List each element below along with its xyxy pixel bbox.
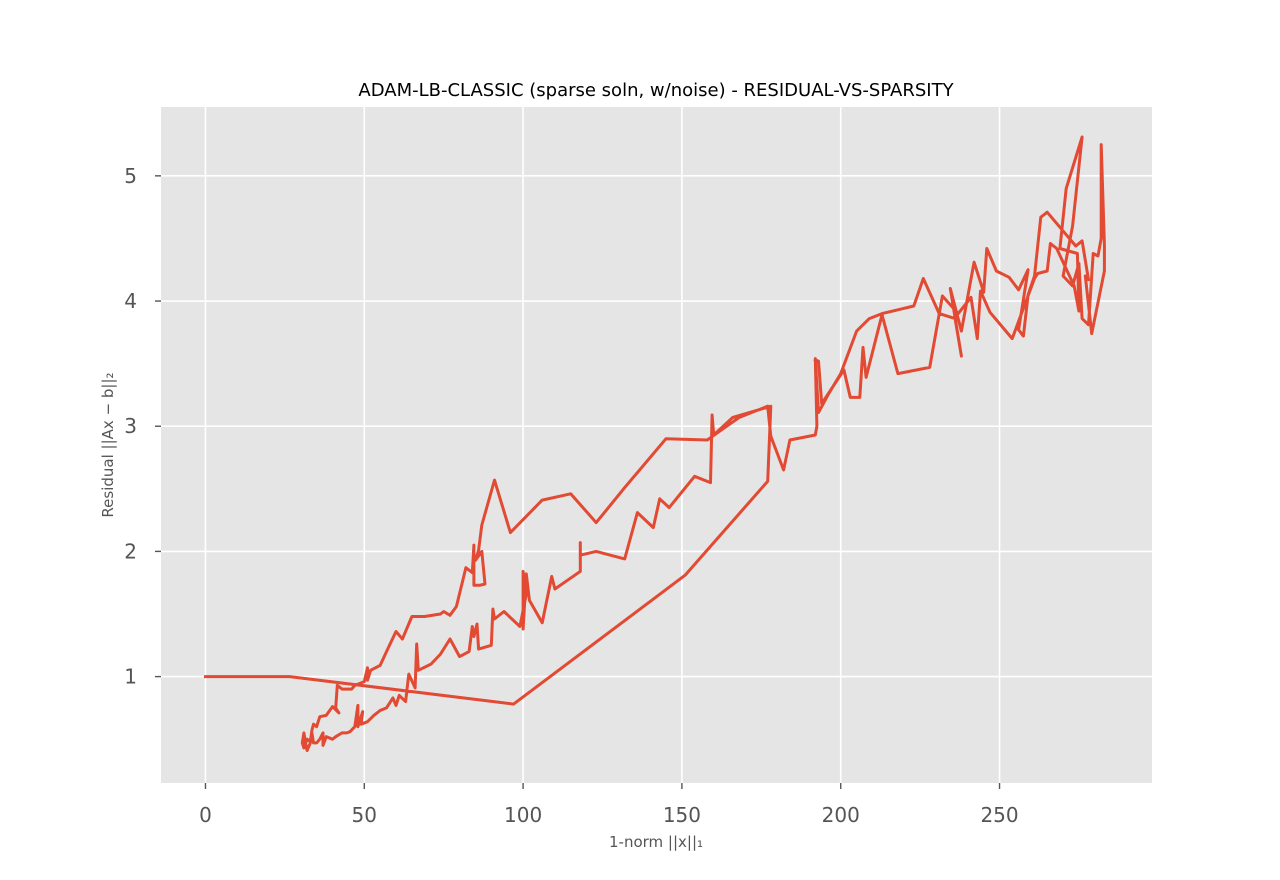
x-tick-label: 100 — [504, 803, 542, 827]
x-tick-label: 50 — [352, 803, 377, 827]
y-axis-label: Residual ||Ax − b||₂ — [99, 372, 117, 517]
grid-lines — [161, 107, 1152, 783]
series-group — [204, 135, 1106, 752]
y-tick-label: 5 — [124, 164, 137, 188]
x-tick-label: 150 — [663, 803, 701, 827]
chart-title: ADAM-LB-CLASSIC (sparse soln, w/noise) -… — [358, 80, 954, 101]
y-tick-label: 4 — [124, 289, 137, 313]
tick-labels: 0 50 100 150 200 250 1 2 3 4 5 — [124, 164, 1018, 827]
y-tick-label: 2 — [124, 539, 137, 563]
series-line — [204, 135, 1106, 752]
x-tick-label: 200 — [822, 803, 860, 827]
plot-area — [161, 107, 1152, 783]
x-tick-label: 250 — [980, 803, 1018, 827]
y-tick-label: 3 — [124, 414, 137, 438]
x-tick-label: 0 — [199, 803, 212, 827]
x-axis-label: 1-norm ||x||₁ — [609, 833, 703, 851]
y-tick-label: 1 — [124, 665, 137, 689]
